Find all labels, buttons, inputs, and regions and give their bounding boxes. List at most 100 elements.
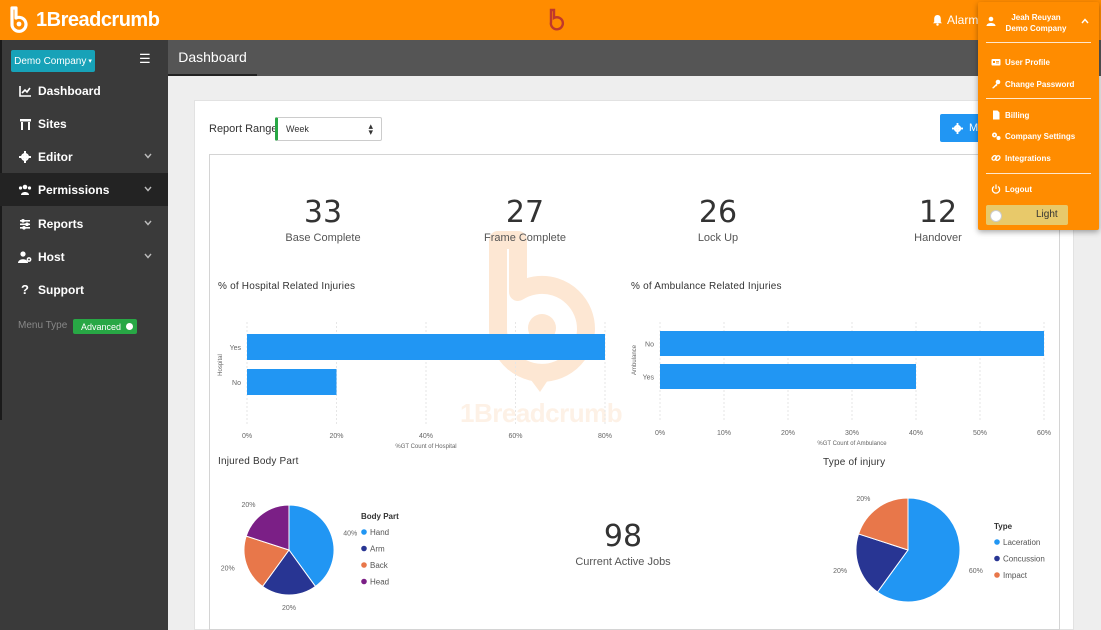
center-logo-icon (549, 8, 565, 31)
report-range-select[interactable]: Week ▴ ▾ (275, 117, 382, 141)
sidebar-item-reports[interactable]: Reports (0, 207, 168, 240)
y-category-label: No (232, 380, 241, 387)
x-tick-label: 80% (598, 433, 612, 440)
pie-slice (876, 497, 961, 603)
alarm-button[interactable]: Alarm (932, 13, 978, 27)
sliders-icon (18, 217, 32, 231)
pie-slice (243, 535, 290, 588)
user-menu-header[interactable]: Jeah Reuyan Demo Company (978, 8, 1099, 38)
kpi-frame-complete: 27 Frame Complete (465, 195, 585, 245)
report-range-value: Week (286, 124, 309, 134)
kpi-label: Frame Complete (484, 232, 566, 244)
injury-type-chart-title: Type of injury (823, 457, 886, 468)
legend-label: Impact (1003, 571, 1028, 580)
user-icon (986, 16, 996, 26)
bar (247, 334, 605, 360)
dashboard-action-button[interactable]: M (940, 114, 984, 142)
sidebar-item-label: Dashboard (38, 83, 101, 98)
menu-item-label: User Profile (1005, 57, 1050, 67)
toggle-knob (126, 323, 133, 330)
bell-icon (933, 15, 942, 26)
tab-bar (168, 40, 1101, 76)
pie-slice (288, 504, 335, 588)
menu-type-value: Advanced (81, 321, 122, 332)
divider (986, 98, 1091, 99)
kpi-value: 27 (505, 195, 545, 230)
menu-item-change-password[interactable]: Change Password (991, 78, 1074, 90)
ambulance-bar-chart: 0% 10% 20% 30% 40% 50% 60% No Yes %GT Count of Am… (632, 322, 1051, 447)
x-tick-label: 50% (973, 430, 987, 437)
pie-data-label: 20% (221, 566, 235, 573)
link-icon (991, 154, 1001, 162)
user-gear-icon (18, 250, 32, 264)
x-tick-label: 40% (419, 433, 433, 440)
chevron-down-icon (144, 186, 152, 192)
legend-swatch (994, 572, 1000, 578)
legend-label: Laceration (1003, 538, 1040, 547)
menu-type-toggle[interactable]: Advanced (73, 319, 137, 334)
legend-swatch (361, 545, 367, 552)
caret-down-icon: ▾ (88, 58, 92, 65)
menu-item-company-settings[interactable]: Company Settings (991, 130, 1075, 142)
company-selector[interactable]: Demo Company ▾ (11, 50, 95, 72)
menu-item-label: Integrations (1005, 153, 1051, 163)
menu-item-user-profile[interactable]: User Profile (991, 56, 1050, 68)
gear-icon (18, 150, 32, 164)
sidebar-item-sites[interactable]: Sites (0, 107, 168, 140)
menu-item-label: Billing (1005, 110, 1030, 120)
pie-data-label: 20% (856, 496, 870, 503)
sidebar-item-label: Editor (38, 149, 73, 164)
chevron-down-icon (144, 153, 152, 159)
app-logo[interactable]: 1Breadcrumb (8, 6, 160, 34)
sidebar-item-host[interactable]: Host (0, 240, 168, 273)
x-tick-label: 40% (909, 430, 923, 437)
chevron-up-icon (1081, 18, 1089, 24)
legend-swatch (994, 539, 1000, 545)
menu-type-label: Menu Type (18, 320, 68, 331)
building-icon (18, 117, 32, 131)
pie-data-label: 60% (969, 568, 983, 575)
menu-item-billing[interactable]: Billing (991, 109, 1029, 121)
x-tick-label: 10% (717, 430, 731, 437)
y-category-label: Yes (643, 375, 655, 382)
pie-slice (857, 497, 909, 551)
hamburger-menu-icon[interactable]: ☰ (139, 51, 151, 66)
legend-swatch (361, 578, 367, 585)
pie-data-label: 20% (282, 605, 296, 612)
active-jobs-label: Current Active Jobs (575, 556, 671, 568)
brand-name: 1Breadcrumb (36, 8, 160, 31)
x-axis-label: %GT Count of Ambulance (817, 441, 887, 447)
tab-dashboard[interactable]: Dashboard (168, 40, 257, 76)
gear-icon (952, 122, 963, 134)
sidebar-item-dashboard[interactable]: Dashboard (0, 74, 168, 107)
menu-item-logout[interactable]: Logout (991, 183, 1032, 195)
y-axis-label: Hospital (218, 354, 224, 376)
id-card-icon (991, 59, 1001, 66)
chart-line-icon (18, 84, 32, 98)
y-category-label: No (645, 342, 654, 349)
action-button-label: M (969, 122, 979, 134)
body-part-chart-title: Injured Body Part (218, 456, 299, 467)
x-tick-label: 0% (655, 430, 665, 437)
user-company: Demo Company (1005, 24, 1067, 33)
x-tick-label: 60% (508, 433, 522, 440)
users-icon (18, 183, 32, 197)
sidebar (0, 40, 168, 630)
menu-item-integrations[interactable]: Integrations (991, 152, 1051, 164)
key-icon (992, 79, 1001, 89)
body-part-pie-chart: 40% 20% 20% 20% Body Part Hand Arm Back Head (221, 502, 399, 612)
pie-data-label: 40% (343, 530, 357, 537)
menu-item-label: Company Settings (1005, 131, 1076, 141)
sidebar-item-support[interactable]: ? Support (0, 273, 168, 306)
sort-arrows-icon: ▴ ▾ (368, 121, 373, 137)
pie-data-label: 20% (241, 502, 255, 509)
gears-icon (992, 132, 1001, 140)
sidebar-item-permissions[interactable]: Permissions (0, 173, 168, 206)
legend-label: Concussion (1003, 555, 1045, 564)
x-tick-label: 20% (329, 433, 343, 440)
x-tick-label: 60% (1037, 430, 1051, 437)
kpi-label: Base Complete (285, 232, 361, 244)
file-icon (993, 110, 1000, 120)
sidebar-item-editor[interactable]: Editor (0, 140, 168, 173)
theme-toggle[interactable]: Light (986, 205, 1068, 225)
